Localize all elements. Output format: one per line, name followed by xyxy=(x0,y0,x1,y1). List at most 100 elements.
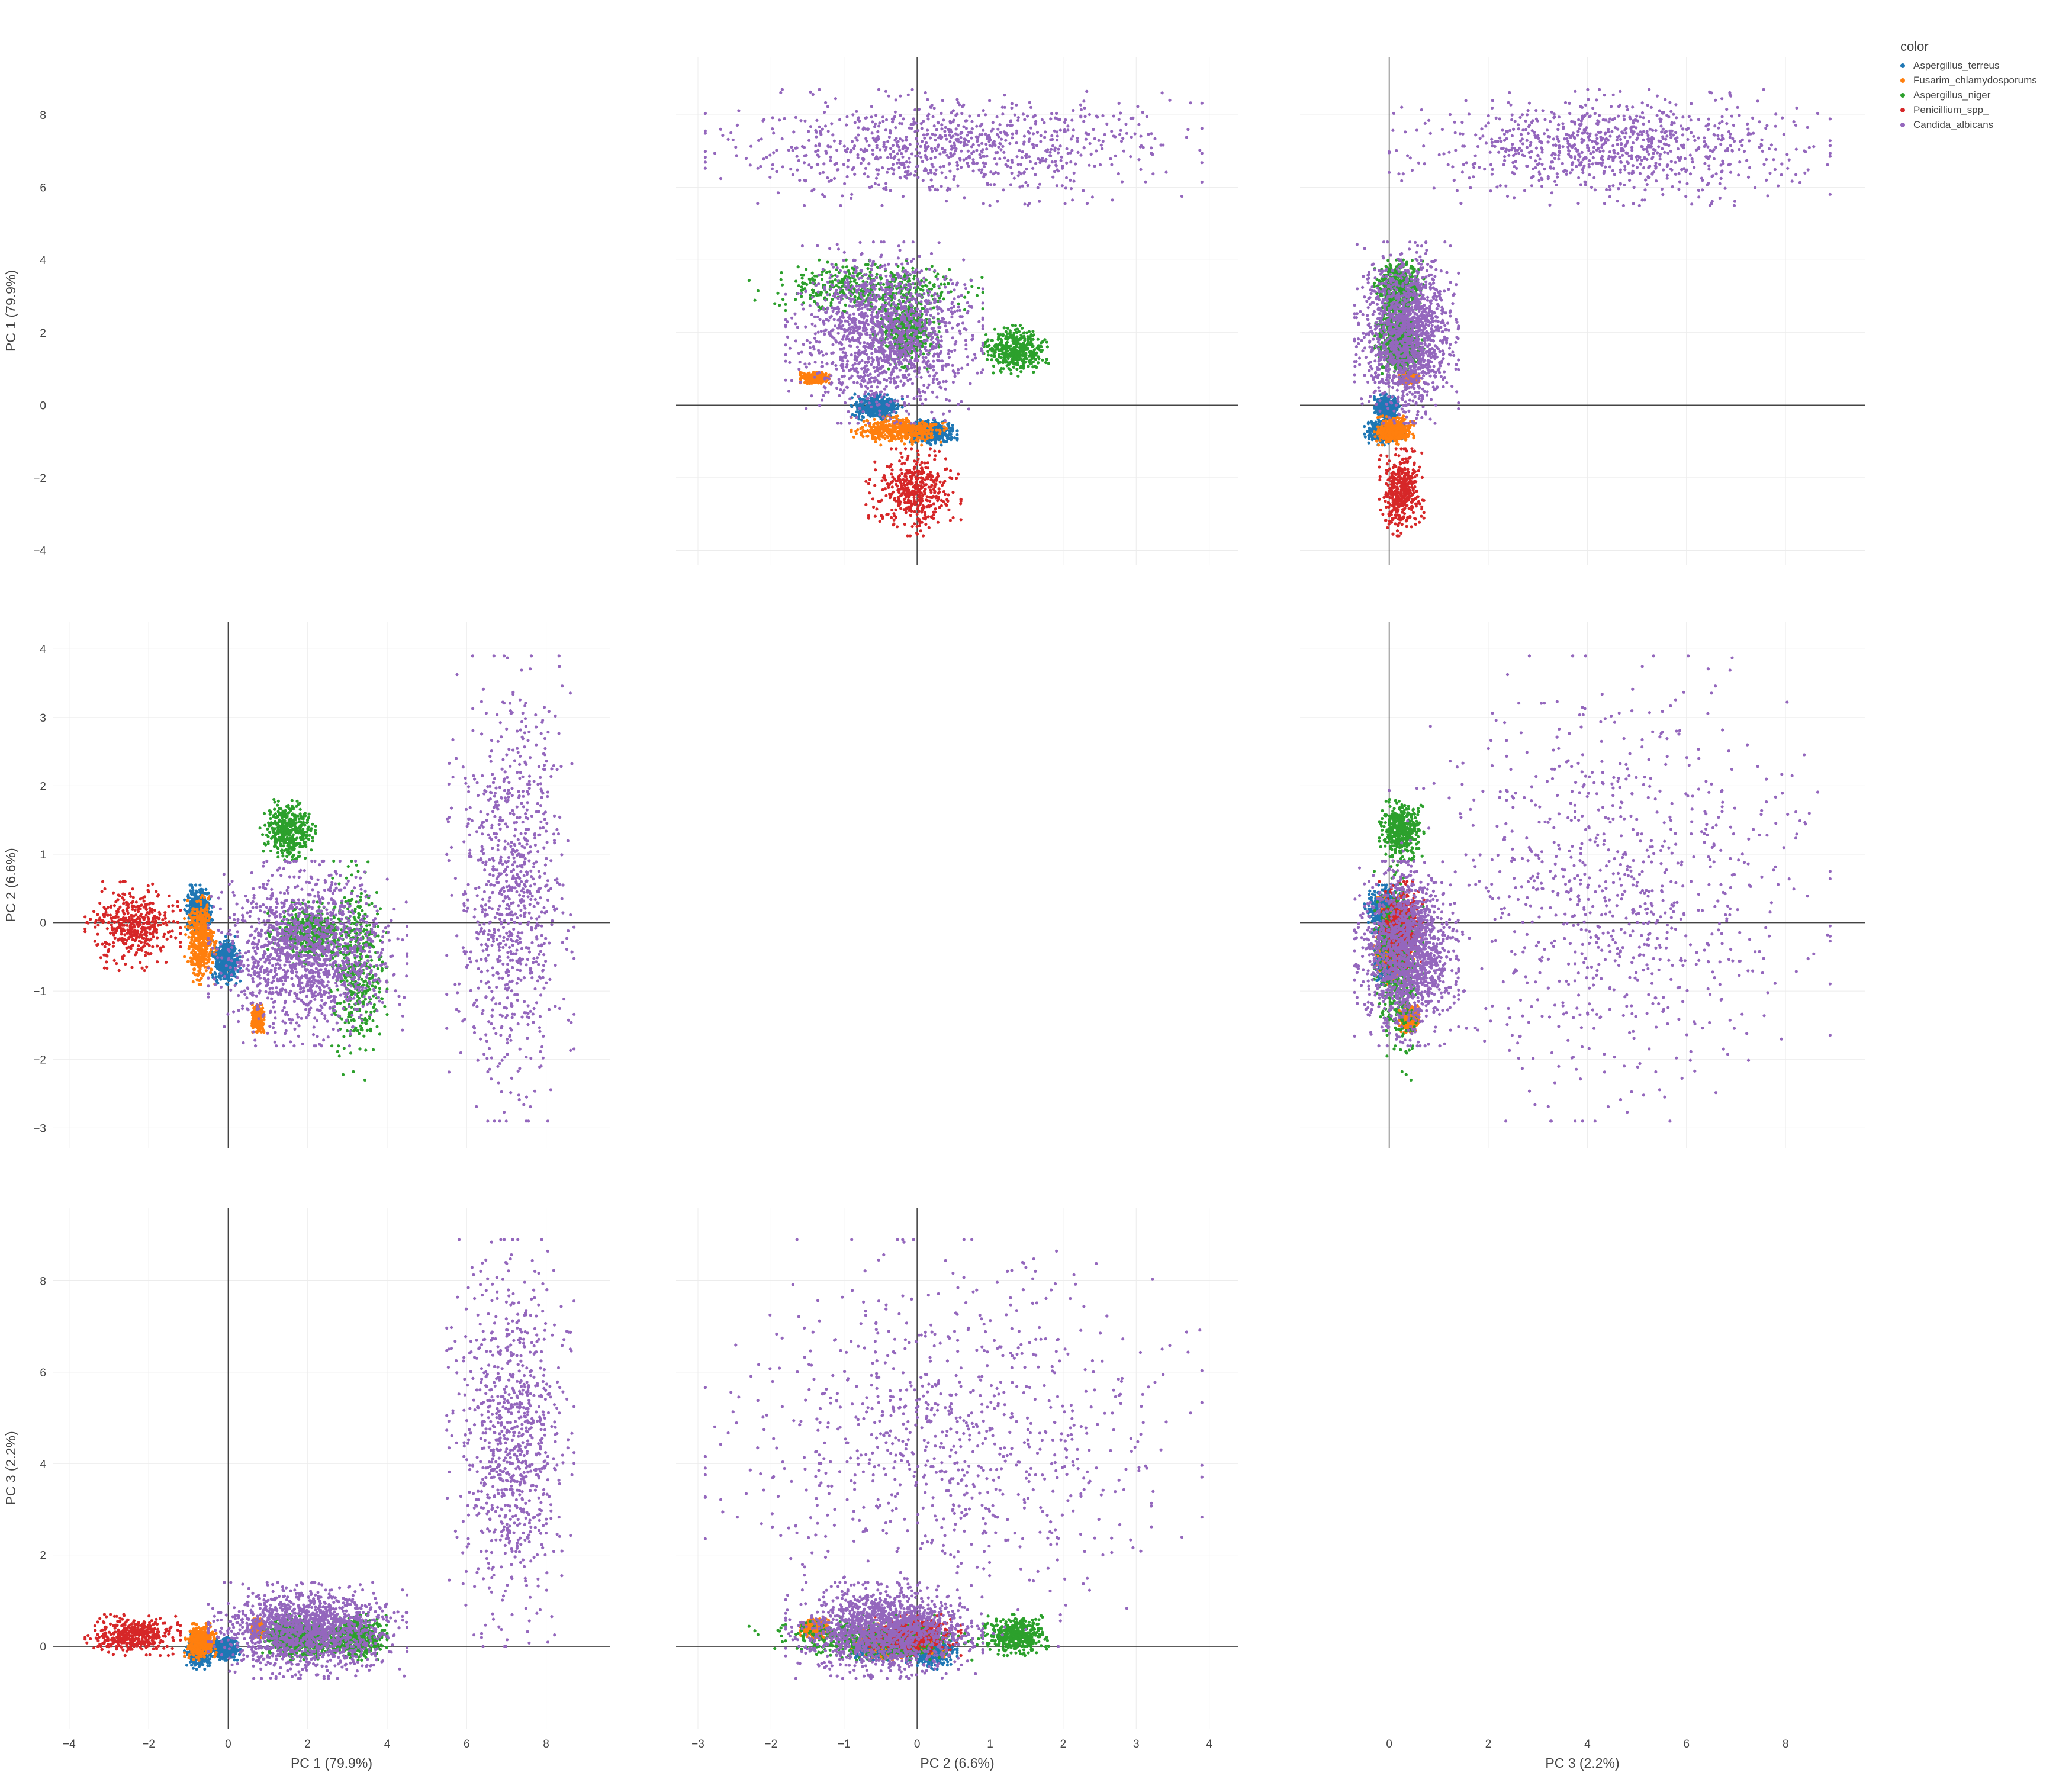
tick-label-y: −4 xyxy=(33,545,46,557)
tick-label-x: 0 xyxy=(914,1738,921,1751)
data-point xyxy=(202,903,205,906)
data-point xyxy=(1373,423,1376,426)
data-point xyxy=(230,957,233,960)
data-point xyxy=(215,979,218,982)
data-point xyxy=(941,433,944,436)
data-point xyxy=(901,406,904,408)
data-point xyxy=(195,1668,198,1671)
data-point xyxy=(1373,395,1376,398)
data-point xyxy=(955,438,958,441)
data-point xyxy=(886,409,889,412)
data-point xyxy=(941,436,944,439)
data-point xyxy=(858,412,861,415)
data-point xyxy=(230,961,233,964)
data-point xyxy=(1370,420,1373,423)
data-point xyxy=(1366,430,1369,433)
tick-label-x: 4 xyxy=(1584,1738,1591,1751)
data-point xyxy=(877,395,880,398)
data-point xyxy=(1381,883,1384,886)
tick-label-y: 4 xyxy=(40,1458,46,1471)
tick-label-x: 3 xyxy=(1133,1738,1140,1751)
data-point xyxy=(224,1658,227,1661)
data-point xyxy=(942,1661,945,1664)
data-point xyxy=(1385,397,1388,400)
data-point xyxy=(217,961,220,964)
tick-label-x: 6 xyxy=(464,1738,470,1751)
data-point xyxy=(950,438,953,441)
data-point xyxy=(205,1658,208,1661)
data-point xyxy=(944,433,947,436)
data-point xyxy=(187,896,190,899)
tick-label-y: 0 xyxy=(40,400,46,412)
data-point xyxy=(1377,917,1380,920)
data-point xyxy=(222,942,225,945)
data-point xyxy=(883,410,886,413)
data-point xyxy=(855,410,858,413)
tick-label-y: −2 xyxy=(33,472,46,485)
data-point xyxy=(208,1664,211,1667)
tick-label-x: 8 xyxy=(1783,1738,1789,1751)
tick-label-y: 2 xyxy=(40,1550,46,1562)
data-point xyxy=(1368,442,1370,445)
data-point xyxy=(198,1665,201,1668)
data-point xyxy=(951,424,954,427)
data-point xyxy=(950,433,953,436)
data-point xyxy=(191,1661,194,1664)
data-point xyxy=(226,1650,229,1653)
axis-title-x: PC 2 (6.6%) xyxy=(920,1755,994,1771)
data-point xyxy=(203,1668,206,1671)
data-point xyxy=(227,939,230,942)
data-point xyxy=(191,897,194,900)
data-point xyxy=(189,883,192,886)
tick-label-x: 1 xyxy=(987,1738,993,1751)
data-point xyxy=(233,1658,236,1661)
data-point xyxy=(863,401,866,404)
data-point xyxy=(1374,406,1377,409)
tick-label-x: 2 xyxy=(1060,1738,1067,1751)
data-point xyxy=(916,1664,919,1667)
data-point xyxy=(950,1663,953,1666)
data-point xyxy=(878,400,881,403)
data-point xyxy=(211,919,214,922)
tick-label-y: 6 xyxy=(40,182,46,195)
data-point xyxy=(219,978,222,981)
data-point xyxy=(934,442,937,445)
data-point xyxy=(942,440,945,443)
tick-label-y: 0 xyxy=(40,1641,46,1653)
data-point xyxy=(1367,921,1370,924)
data-point xyxy=(862,416,865,419)
data-point xyxy=(189,889,192,892)
data-point xyxy=(955,433,958,436)
data-point xyxy=(220,961,223,964)
data-point xyxy=(1373,890,1376,893)
tick-label-x: 4 xyxy=(384,1738,391,1751)
data-point xyxy=(204,892,207,895)
data-point xyxy=(208,1661,211,1664)
data-point xyxy=(1363,433,1366,436)
axis-title-y: PC 3 (2.2%) xyxy=(3,1431,18,1505)
data-point xyxy=(218,969,221,972)
data-point xyxy=(1370,436,1373,439)
data-point xyxy=(873,413,876,416)
data-point xyxy=(200,889,202,892)
data-point xyxy=(875,408,878,411)
tick-label-x: −2 xyxy=(765,1738,778,1751)
tick-label-x: −2 xyxy=(142,1738,155,1751)
data-point xyxy=(198,883,201,886)
data-point xyxy=(222,1650,225,1653)
data-point xyxy=(918,418,921,421)
tick-label-y: 2 xyxy=(40,780,46,793)
data-point xyxy=(919,1659,922,1662)
tick-label-y: −3 xyxy=(33,1122,46,1135)
data-point xyxy=(204,888,207,891)
data-point xyxy=(195,890,198,893)
data-point xyxy=(853,392,856,395)
tick-label-x: 6 xyxy=(1683,1738,1690,1751)
data-point xyxy=(1381,397,1384,400)
data-point xyxy=(192,903,195,906)
tick-label-y: 4 xyxy=(40,255,46,267)
data-point xyxy=(233,1648,236,1650)
data-point xyxy=(189,900,192,903)
tick-label-x: 0 xyxy=(225,1738,231,1751)
axis-title-y: PC 2 (6.6%) xyxy=(3,848,18,922)
